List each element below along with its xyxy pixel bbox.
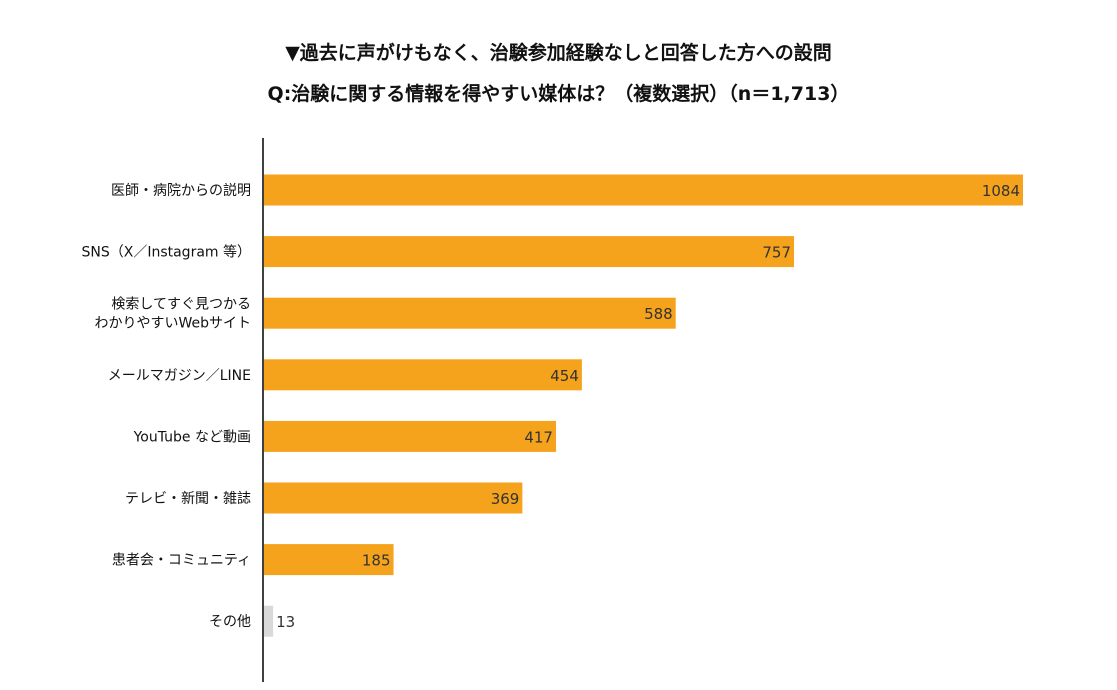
value-label: 1084 <box>982 182 1020 200</box>
category-label: 検索してすぐ見つかる <box>111 296 251 313</box>
bar <box>264 482 523 514</box>
value-label: 417 <box>524 428 553 446</box>
value-label: 588 <box>644 305 673 323</box>
category-label: テレビ・新聞・雑誌 <box>125 491 251 507</box>
value-label: 757 <box>762 244 791 262</box>
category-label: わかりやすいWebサイト <box>94 316 251 332</box>
value-label: 369 <box>491 490 520 508</box>
category-label: SNS（X／Instagram 等） <box>81 244 251 261</box>
value-label: 454 <box>550 367 579 385</box>
bar <box>264 544 394 576</box>
category-label: YouTube など動画 <box>133 429 251 445</box>
category-label: その他 <box>209 614 251 630</box>
bar <box>264 297 676 329</box>
bar <box>264 236 795 268</box>
bar <box>264 420 556 452</box>
value-label: 13 <box>276 613 295 631</box>
chart-subtitle: Q:治験に関する情報を得やすい媒体は？（複数選択）（n＝1,713） <box>267 83 850 105</box>
bar <box>264 605 274 637</box>
value-label: 185 <box>362 552 391 570</box>
category-label: メールマガジン／LINE <box>108 368 251 384</box>
category-label: 患者会・コミュニティ <box>112 553 251 569</box>
bar <box>264 174 1023 206</box>
category-label: 医師・病院からの説明 <box>111 183 251 199</box>
bar <box>264 359 582 391</box>
chart-title: ▼過去に声がけもなく、治験参加経験なしと回答した方への設問 <box>285 42 832 64</box>
